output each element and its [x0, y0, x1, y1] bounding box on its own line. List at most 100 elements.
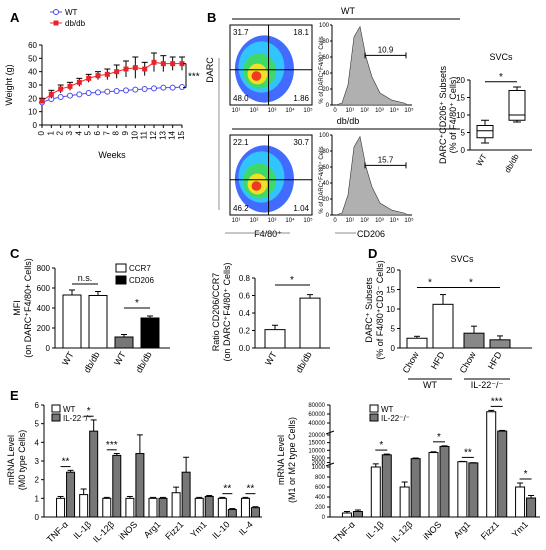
bar	[217, 497, 227, 518]
y-tick-label: 600	[315, 485, 326, 491]
y-tick-label: 200	[315, 505, 326, 511]
y-tick-label: 15	[386, 286, 395, 295]
y-tick-label: 5000	[312, 456, 326, 462]
data-point	[86, 75, 92, 81]
dbdb-hist-y-tick-label: 100	[319, 133, 330, 139]
x-tick-label: db/db	[134, 350, 154, 375]
x-tick-label: WT	[112, 350, 128, 368]
x-tick-label: Chow	[401, 350, 421, 375]
y-axis-label-1: MFI	[12, 300, 22, 316]
y-tick-label: 60000	[308, 412, 325, 418]
wt-hist-x-tick-label: 10²	[360, 108, 369, 114]
legend-label-wt: WT	[65, 8, 78, 17]
bar	[486, 411, 497, 518]
sig-label: **	[223, 484, 231, 495]
panel-b-boxplot: SVCs 0 5 10 15 20 DARC⁺CD206⁺ Subsets (% of F4/…	[438, 52, 532, 174]
series-line-WT	[41, 86, 183, 103]
x-tick-label: IL-1β	[364, 519, 386, 541]
panel-letter-b: B	[207, 10, 216, 25]
y-tick-label: 40	[28, 68, 37, 77]
y-axis-label-1: mRNA Level	[6, 435, 16, 485]
bar	[341, 512, 352, 518]
bar	[428, 452, 439, 518]
dbdb-hist-y-tick-label: 40	[322, 181, 329, 187]
x-tick-label: HFD	[486, 350, 504, 371]
panel-letter-c: C	[10, 246, 20, 261]
wt-flow-x-tick-label: 10²	[250, 108, 259, 114]
axis-break-2	[325, 430, 335, 435]
dbdb-hist-y-tick-label: 80	[322, 149, 329, 155]
y-tick-label: 30	[28, 81, 37, 90]
sig-label: **	[464, 447, 472, 458]
data-point	[132, 65, 138, 71]
x-tick-label: TNF-α	[45, 519, 70, 544]
bar	[204, 495, 214, 518]
y-tick-label: 60	[28, 41, 37, 50]
dbdb-title: db/db	[337, 116, 360, 126]
y-tick-label: 200	[37, 324, 51, 333]
data-point	[114, 69, 120, 75]
x-tick-label: IL-4	[237, 519, 255, 537]
y-tick-label: 3	[35, 457, 40, 466]
bar	[468, 462, 479, 518]
wt-hist-x-tick-label: 10³	[375, 108, 384, 114]
x-tick-label: 0	[37, 130, 46, 135]
dbdb-hist-x-tick-label: 10⁵	[404, 217, 414, 224]
y-tick-label: 5	[461, 129, 466, 138]
y-tick-label: 20000	[308, 433, 325, 439]
y-axis-label-2: (% of F4/80⁺ Cells)	[448, 77, 458, 154]
bar	[352, 511, 363, 518]
legend-swatch-cd206	[115, 275, 127, 285]
legend-swatch-ccr7	[115, 263, 127, 273]
d-title: SVCs	[450, 254, 474, 264]
dbdb-hist-gate-label: 15.7	[378, 155, 394, 164]
dbdb-flow-quadrant-ul: 22.1	[233, 138, 249, 147]
x-tick-label: 6	[93, 130, 102, 135]
bar	[227, 509, 237, 518]
y-tick-label: 0.8	[239, 274, 251, 283]
sig-label-ns: n.s.	[78, 273, 93, 283]
box	[508, 90, 526, 121]
data-point	[95, 89, 101, 96]
y-tick-label: 10000	[308, 448, 325, 454]
y-tick-label: 0.0	[239, 344, 251, 353]
bar	[406, 337, 428, 349]
hist-x-label: CD206	[357, 229, 385, 239]
x-tick-label: 8	[112, 130, 121, 135]
x-tick-label: db/db	[82, 350, 102, 375]
bar	[102, 497, 112, 518]
dbdb-flow-density-core	[251, 181, 262, 191]
dbdb-hist-x-tick-label: 10³	[375, 218, 384, 224]
data-point	[113, 88, 120, 94]
wt-hist-gate-label: 10.9	[378, 45, 394, 54]
y-tick-label: 800	[37, 264, 51, 273]
x-tick-label: Arg1	[452, 519, 473, 540]
x-tick-label: Ym1	[510, 519, 530, 539]
x-tick-label: IL-12β	[91, 519, 116, 544]
wt-flow-quadrant-lr: 1.86	[293, 94, 309, 103]
bar	[56, 497, 66, 518]
bar	[497, 430, 508, 518]
wt-hist-y-tick-label: 20	[322, 87, 329, 93]
wt-flow-quadrant-ur: 18.1	[293, 28, 309, 37]
y-axis-label-1: Ratio CD206/CCR7	[211, 273, 221, 352]
axis-break-1	[325, 462, 335, 467]
x-tick-label: iNOS	[117, 519, 139, 541]
panel-c: C 0 200 400 600 800 MFI (on DARC⁺F4/80+ Cells) W…	[10, 246, 330, 375]
y-tick-label: 20	[28, 94, 37, 103]
dbdb-hist-x-tick-label: 10¹	[345, 218, 354, 224]
wt-flow-x-tick-label: 10⁴	[285, 107, 295, 114]
wt-hist-histogram	[335, 25, 409, 106]
dbdb-flow-quadrant-ur: 30.7	[293, 138, 309, 147]
bar	[370, 466, 381, 518]
bar	[264, 329, 286, 349]
bar	[489, 339, 511, 349]
y-tick-label: 0	[33, 121, 38, 130]
x-tick-label: 13	[158, 130, 167, 139]
y-tick-label: 2000	[312, 460, 326, 466]
bar	[439, 445, 450, 518]
y-tick-label: 5	[35, 420, 40, 429]
y-tick-label: 10	[456, 111, 465, 120]
y-tick-label: 80000	[308, 403, 325, 409]
y-tick-label: 15000	[308, 441, 325, 447]
